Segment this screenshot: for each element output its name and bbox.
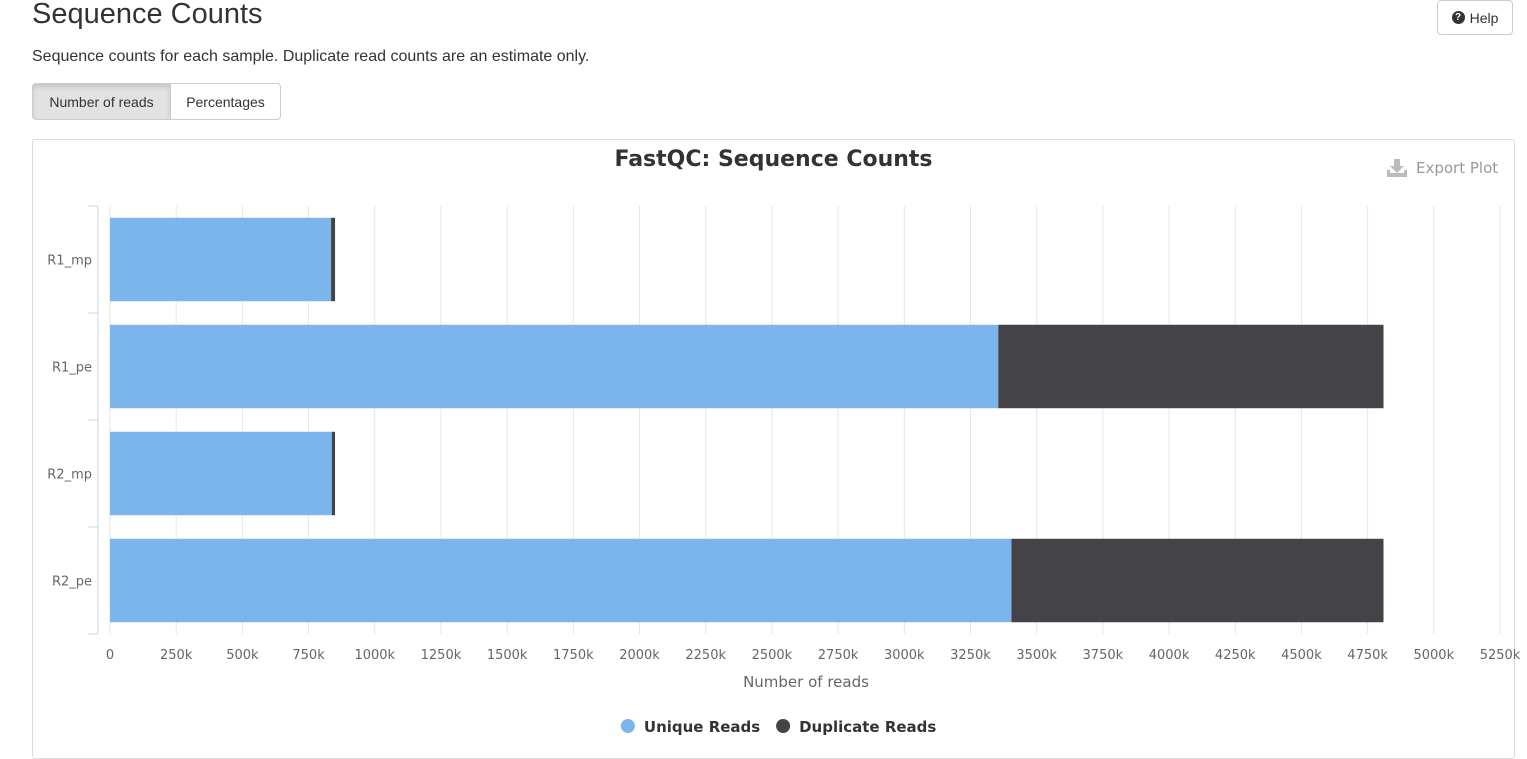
legend-marker[interactable]: [776, 719, 791, 733]
bars: [110, 217, 1384, 623]
x-tick-label: 1250k: [421, 648, 462, 663]
y-category-label: R1_mp: [47, 254, 92, 269]
legend[interactable]: Unique Reads Duplicate Reads: [620, 718, 937, 736]
legend-item-label[interactable]: Duplicate Reads: [799, 718, 936, 736]
x-tick-label: 3750k: [1083, 648, 1124, 663]
x-tick-label: 3250k: [950, 648, 991, 663]
toggle-percentages[interactable]: Percentages: [171, 83, 281, 120]
page-title: Sequence Counts: [32, 0, 263, 30]
x-tick-label: 3000k: [884, 648, 925, 663]
bar-unique-reads[interactable]: [110, 431, 332, 516]
x-tick-label: 0: [106, 648, 114, 663]
x-tick-label: 5000k: [1413, 648, 1454, 663]
question-circle-icon: ?: [1451, 11, 1465, 24]
bar-unique-reads[interactable]: [110, 324, 999, 409]
x-tick-label: 4000k: [1149, 648, 1190, 663]
x-tick-label: 500k: [226, 648, 259, 663]
help-button-label: Help: [1469, 9, 1499, 26]
toggle-number-of-reads[interactable]: Number of reads: [32, 83, 171, 120]
download-icon: [1387, 159, 1407, 177]
bar-unique-reads[interactable]: [110, 538, 1012, 623]
bar-duplicate-reads[interactable]: [1011, 538, 1384, 623]
x-axis-title: Number of reads: [743, 673, 869, 691]
x-tick-label: 4500k: [1281, 648, 1322, 663]
y-category-label: R1_pe: [52, 361, 92, 376]
x-tick-label: 3500k: [1016, 648, 1057, 663]
legend-item-label[interactable]: Unique Reads: [644, 718, 760, 736]
bar-duplicate-reads[interactable]: [331, 431, 336, 516]
x-tick-label: 2250k: [685, 648, 726, 663]
chart-title: FastQC: Sequence Counts: [614, 147, 933, 172]
bar-unique-reads[interactable]: [110, 217, 332, 302]
section-description: Sequence counts for each sample. Duplica…: [32, 48, 590, 65]
x-tick-label: 2000k: [619, 648, 660, 663]
x-tick-label: 750k: [292, 648, 325, 663]
export-plot-label: Export Plot: [1416, 159, 1499, 177]
legend-marker[interactable]: [620, 719, 635, 733]
bar-duplicate-reads[interactable]: [998, 324, 1384, 409]
help-button[interactable]: ? Help: [1437, 0, 1513, 35]
x-tick-label: 1500k: [487, 648, 528, 663]
x-tick-label: 2500k: [752, 648, 793, 663]
x-tick-label: 1750k: [553, 648, 594, 663]
x-tick-label: 4750k: [1347, 648, 1388, 663]
export-plot-button[interactable]: Export Plot: [1386, 157, 1498, 179]
x-tick-label: 5250k: [1480, 648, 1521, 663]
x-tick-label: 250k: [160, 648, 193, 663]
plot-mode-toggle-group: Number of reads Percentages: [32, 83, 281, 120]
y-category-label: R2_mp: [47, 468, 92, 483]
bar-duplicate-reads[interactable]: [331, 217, 336, 302]
x-tick-label: 1000k: [354, 648, 395, 663]
x-tick-label: 4250k: [1215, 648, 1256, 663]
y-category-label: R2_pe: [52, 575, 92, 590]
axes: 0 250k 500k 750k 1000k 1250k 1500k 1750k 2000k 22…: [47, 205, 1521, 663]
x-tick-label: 2750k: [818, 648, 859, 663]
